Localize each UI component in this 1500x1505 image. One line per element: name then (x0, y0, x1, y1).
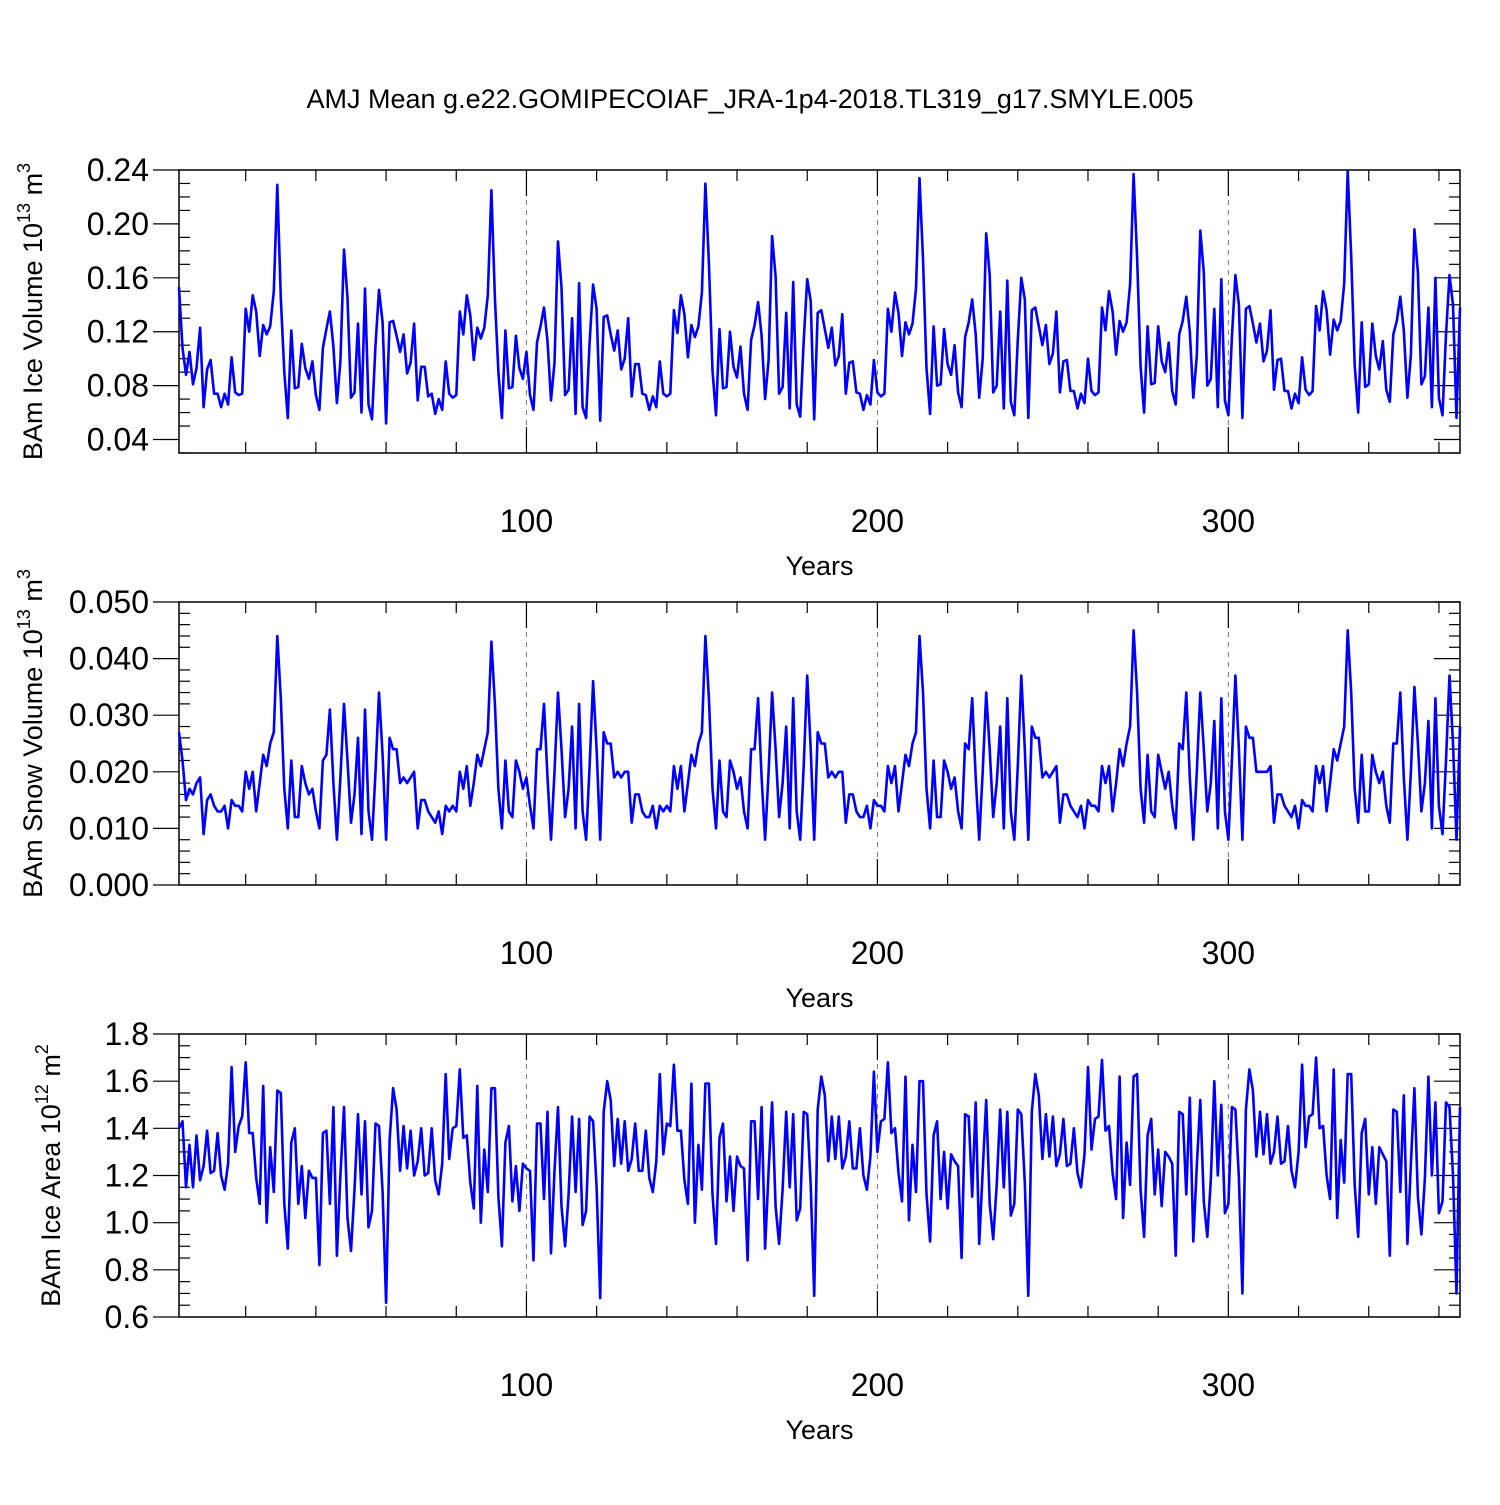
panel-1: 100 200 300 Years 0.04 0.08 0.12 0.16 0.20 0.24 BA… (14, 152, 1462, 581)
y-tick-label: 0.6 (105, 1299, 149, 1335)
x-tick-label: 200 (851, 935, 904, 971)
series-line-2 (177, 628, 1462, 842)
y-tick-label: 1.4 (105, 1110, 149, 1146)
panel-3: 100 200 300 Years 0.6 0.8 1.0 1.2 1.4 1.6 1.8 BAm I… (32, 1016, 1462, 1445)
y-tick-label: 0.16 (87, 260, 149, 296)
x-axis-label: Years (785, 1415, 853, 1445)
x-tick-label: 100 (500, 503, 553, 539)
x-tick-label: 200 (851, 503, 904, 539)
y-tick-label: 1.6 (105, 1063, 149, 1099)
y-tick-label: 0.08 (87, 368, 149, 404)
figure-title: AMJ Mean g.e22.GOMIPECOIAF_JRA-1p4-2018.… (307, 84, 1194, 114)
x-tick-label: 200 (851, 1367, 904, 1403)
series-line-3 (177, 1056, 1462, 1305)
y-tick-label: 1.2 (105, 1158, 149, 1194)
y-tick-label: 0.050 (69, 584, 149, 620)
y-tick-label: 0.20 (87, 206, 149, 242)
y-axis-label: BAm Snow Volume 1013 m3 (14, 569, 48, 898)
y-tick-label: 0.030 (69, 697, 149, 733)
y-tick-label: 1.8 (105, 1016, 149, 1052)
panel-2: 100 200 300 Years 0.000 0.010 0.020 0.030 0.040 0… (14, 569, 1462, 1013)
y-tick-label: 0.010 (69, 810, 149, 846)
y-axis-label: BAm Ice Area 1012 m2 (32, 1044, 66, 1307)
x-axis-label: Years (785, 551, 853, 581)
y-tick-label: 0.000 (69, 867, 149, 903)
y-tick-label: 1.0 (105, 1205, 149, 1241)
x-axis-label: Years (785, 983, 853, 1013)
x-tick-label: 300 (1202, 935, 1255, 971)
x-tick-label: 100 (500, 935, 553, 971)
y-tick-label: 0.12 (87, 314, 149, 350)
y-tick-label: 0.040 (69, 641, 149, 677)
y-tick-label: 0.8 (105, 1252, 149, 1288)
y-tick-label: 0.24 (87, 152, 149, 188)
y-axis-label: BAm Ice Volume 1013 m3 (14, 163, 48, 460)
x-tick-label: 300 (1202, 503, 1255, 539)
x-tick-label: 100 (500, 1367, 553, 1403)
plot-frame (178, 601, 1461, 886)
series-line-1 (177, 170, 1462, 425)
y-tick-label: 0.04 (87, 422, 149, 458)
x-tick-label: 300 (1202, 1367, 1255, 1403)
y-tick-label: 0.020 (69, 754, 149, 790)
plot-frame (178, 1033, 1461, 1318)
